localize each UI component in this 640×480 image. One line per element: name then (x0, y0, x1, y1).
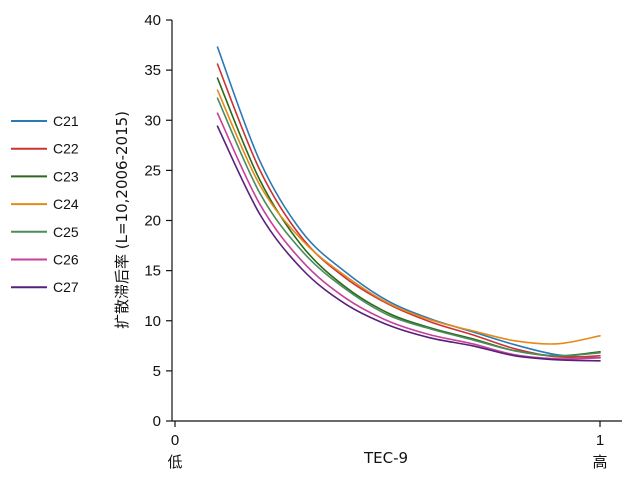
series-line-c22 (216, 63, 601, 358)
legend-label: C21 (53, 113, 79, 129)
legend-item-c25: C25 (11, 224, 79, 240)
x-axis-title: TEC-9 (363, 449, 408, 467)
series-lines (216, 46, 601, 362)
y-tick-label: 35 (144, 62, 161, 79)
legend-item-c27: C27 (11, 279, 79, 295)
y-tick-label: 15 (144, 263, 161, 280)
y-tick-label: 40 (144, 12, 161, 29)
y-tick-label: 30 (144, 112, 161, 129)
legend: C21 C22 C23 C24 C25 C26 C27 (11, 113, 79, 295)
legend-label: C23 (53, 168, 79, 184)
x-tick-sublabel: 高 (592, 453, 607, 471)
legend-item-c22: C22 (11, 141, 79, 157)
y-tick-label: 10 (144, 313, 161, 330)
y-tick-label: 20 (144, 213, 161, 230)
y-ticks: 0 5 10 15 20 25 30 35 40 (144, 12, 172, 430)
x-tick-label: 1 (596, 432, 604, 449)
y-axis-title: 扩散滞后率 (L=10,2006-2015) (113, 111, 131, 329)
axes (171, 20, 622, 422)
legend-label: C26 (53, 252, 79, 268)
series-line-c25 (216, 97, 601, 357)
y-tick-label: 5 (153, 363, 161, 380)
x-tick-sublabel: 低 (167, 453, 182, 471)
y-tick-label: 25 (144, 162, 161, 179)
series-line-c21 (216, 46, 601, 359)
legend-item-c26: C26 (11, 252, 79, 268)
x-tick-label: 0 (171, 432, 179, 449)
legend-item-c23: C23 (11, 168, 79, 184)
legend-label: C24 (53, 196, 79, 212)
y-tick-label: 0 (153, 413, 161, 430)
x-ticks: 0 低 1 高 (167, 421, 608, 471)
legend-label: C25 (53, 224, 79, 240)
series-line-c24 (216, 89, 601, 345)
legend-item-c21: C21 (11, 113, 79, 129)
legend-item-c24: C24 (11, 196, 79, 212)
series-line-c27 (216, 125, 601, 362)
legend-label: C27 (53, 279, 79, 295)
legend-label: C22 (53, 141, 79, 157)
